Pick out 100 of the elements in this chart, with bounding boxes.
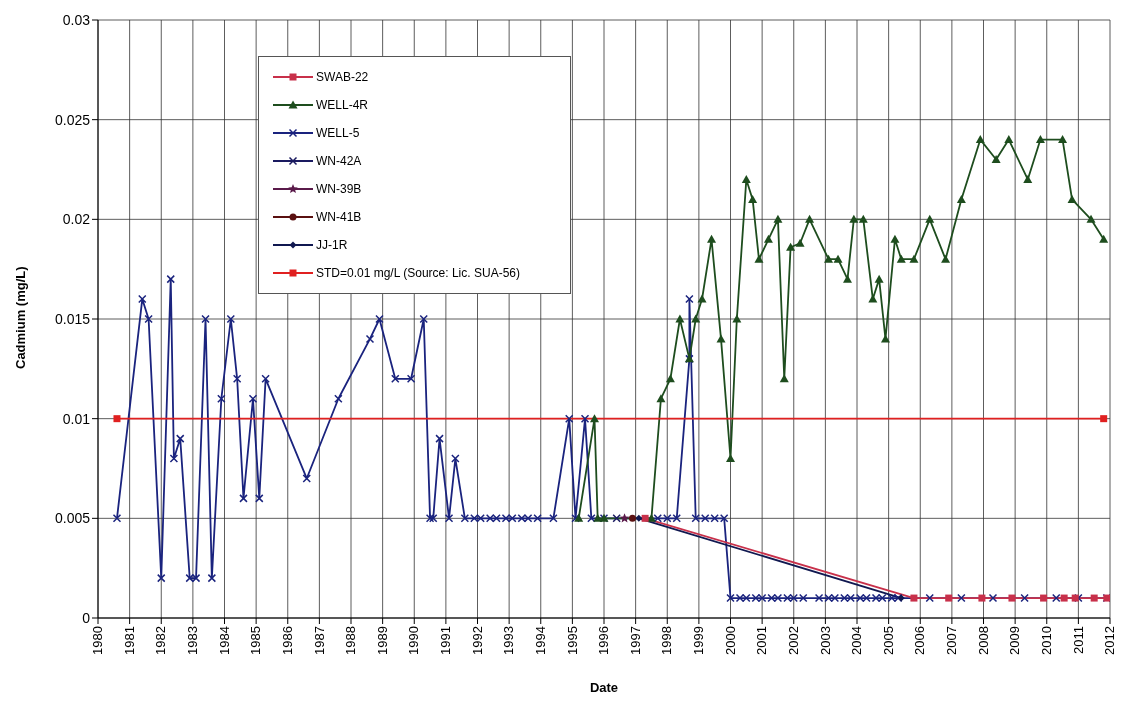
point	[1099, 234, 1109, 243]
point	[1100, 415, 1108, 423]
point	[909, 254, 919, 263]
x-tick-label: 2004	[849, 626, 865, 655]
point	[641, 514, 649, 522]
point	[1060, 594, 1068, 602]
point	[897, 594, 905, 602]
point	[858, 214, 868, 223]
point	[619, 513, 630, 523]
x-tick-label: 1991	[438, 626, 454, 655]
point	[665, 374, 675, 383]
x-tick-label: 1992	[469, 626, 485, 655]
x-axis-title: Date	[589, 680, 619, 695]
legend-label: WN-41B	[316, 210, 362, 224]
x-tick-label: 1999	[691, 626, 707, 655]
x-tick-label: 1986	[279, 626, 295, 655]
point	[849, 214, 859, 223]
point	[675, 314, 685, 323]
point	[786, 242, 796, 251]
point	[1090, 594, 1098, 602]
y-tick-label: 0.015	[54, 310, 91, 327]
legend-label: WELL-4R	[316, 98, 369, 112]
x-tick-label: 1982	[153, 626, 169, 655]
point	[612, 514, 621, 523]
x-tick-label: 1987	[311, 626, 327, 655]
point	[925, 214, 935, 223]
point	[805, 214, 815, 223]
point	[1035, 135, 1045, 144]
x-tick-label: 2006	[912, 626, 928, 655]
x-tick-label: 1983	[185, 626, 201, 655]
point	[910, 594, 918, 602]
point	[741, 174, 751, 183]
x-tick-label: 1993	[501, 626, 517, 655]
x-tick-label: 1998	[659, 626, 675, 655]
point	[113, 415, 121, 423]
point	[795, 238, 805, 247]
point	[1023, 174, 1033, 183]
point	[956, 194, 966, 203]
x-tick-label: 2002	[785, 626, 801, 655]
x-tick-label: 1984	[216, 626, 232, 655]
x-tick-label: 2003	[817, 626, 833, 655]
y-tick-label: 0	[82, 609, 91, 626]
x-tick-label: 2012	[1102, 626, 1118, 655]
legend-label: JJ-1R	[316, 238, 348, 252]
legend-label: WN-42A	[316, 154, 362, 168]
x-tick-label: 1996	[596, 626, 612, 655]
point	[991, 155, 1001, 164]
y-tick-label: 0.005	[54, 510, 91, 527]
point	[574, 513, 584, 522]
point	[726, 454, 735, 463]
point	[773, 214, 783, 223]
point	[697, 294, 707, 303]
x-tick-label: 2011	[1070, 626, 1086, 654]
x-tick-label: 1997	[627, 626, 643, 655]
x-tick-label: 2009	[1007, 626, 1023, 655]
x-tick-label: 2010	[1038, 626, 1054, 655]
x-tick-label: 1990	[406, 626, 422, 655]
legend-label: SWAB-22	[316, 70, 369, 84]
point	[890, 234, 900, 243]
point	[833, 254, 843, 263]
y-axis-title: Cadmium (mg/L)	[12, 266, 28, 369]
point	[1086, 214, 1096, 223]
point	[1071, 594, 1079, 602]
x-tick-label: 2005	[880, 626, 896, 655]
point	[779, 374, 789, 383]
x-tick-label: 1981	[121, 626, 137, 655]
x-tick-label: 2000	[722, 626, 738, 655]
point	[590, 414, 600, 423]
legend-label: WELL-5	[316, 126, 360, 140]
point	[1058, 135, 1068, 144]
x-tick-label: 1985	[248, 626, 264, 655]
point	[754, 254, 764, 263]
x-tick-label: 2007	[944, 626, 960, 655]
point	[896, 254, 906, 263]
point	[656, 394, 666, 403]
point	[824, 254, 834, 263]
point	[763, 234, 773, 243]
point	[975, 135, 985, 144]
x-tick-label: 2008	[975, 626, 991, 655]
point	[628, 514, 636, 522]
x-tick-label: 1989	[374, 626, 390, 655]
point	[941, 254, 951, 263]
point	[1067, 194, 1077, 203]
point	[1040, 594, 1048, 602]
point	[732, 314, 742, 323]
point	[691, 314, 701, 323]
x-tick-label: 1995	[564, 626, 580, 655]
legend-label: STD=0.01 mg/L (Source: Lic. SUA-56)	[316, 266, 520, 280]
y-tick-label: 0.02	[62, 211, 91, 228]
point	[635, 514, 643, 522]
point	[1004, 135, 1014, 144]
point	[748, 194, 758, 203]
point	[945, 594, 953, 602]
x-tick-label: 1980	[90, 626, 106, 655]
x-tick-label: 2001	[754, 626, 770, 655]
point	[874, 274, 884, 283]
x-tick-label: 1988	[343, 626, 359, 655]
y-tick-label: 0.01	[62, 410, 91, 427]
y-tick-label: 0.03	[62, 11, 91, 28]
x-tick-label: 1994	[532, 626, 548, 655]
